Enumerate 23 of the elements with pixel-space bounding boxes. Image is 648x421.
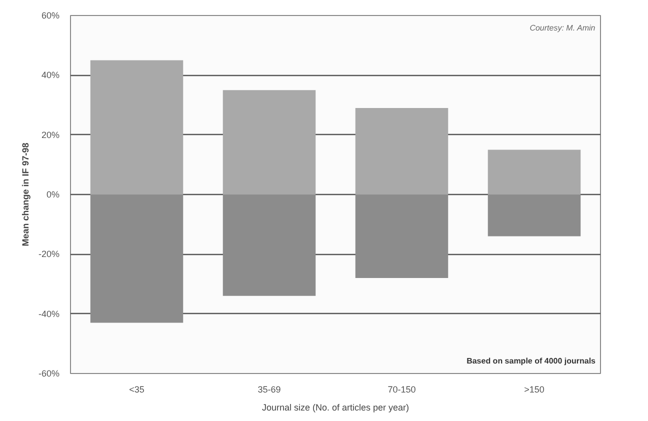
- y-tick-label: -20%: [38, 249, 60, 260]
- y-tick-label: 0%: [46, 190, 60, 200]
- y-tick-label: -60%: [38, 368, 60, 378]
- bar: [488, 150, 581, 194]
- y-tick-label: 40%: [41, 70, 60, 80]
- x-axis-title: Journal size (No. of articles per year): [262, 402, 410, 412]
- bar: [488, 194, 581, 236]
- bar: [355, 108, 448, 194]
- x-tick-label: 35-69: [258, 384, 281, 394]
- bar: [222, 194, 316, 296]
- bar: [90, 60, 184, 194]
- x-tick-label: 70-150: [388, 384, 416, 394]
- y-tick-label: 20%: [41, 130, 60, 140]
- x-tick-label: >150: [524, 384, 544, 394]
- bar: [90, 194, 184, 323]
- bar: [355, 194, 448, 278]
- bar: [222, 90, 316, 194]
- y-tick-label: -40%: [38, 308, 60, 319]
- y-tick-label: 60%: [41, 10, 60, 20]
- y-axis-title: Mean change in IF 97-98: [20, 142, 30, 246]
- annotation: Based on sample of 4000 journals: [466, 356, 596, 366]
- x-tick-label: <35: [129, 384, 144, 394]
- annotation: Courtesy: M. Amin: [530, 24, 596, 32]
